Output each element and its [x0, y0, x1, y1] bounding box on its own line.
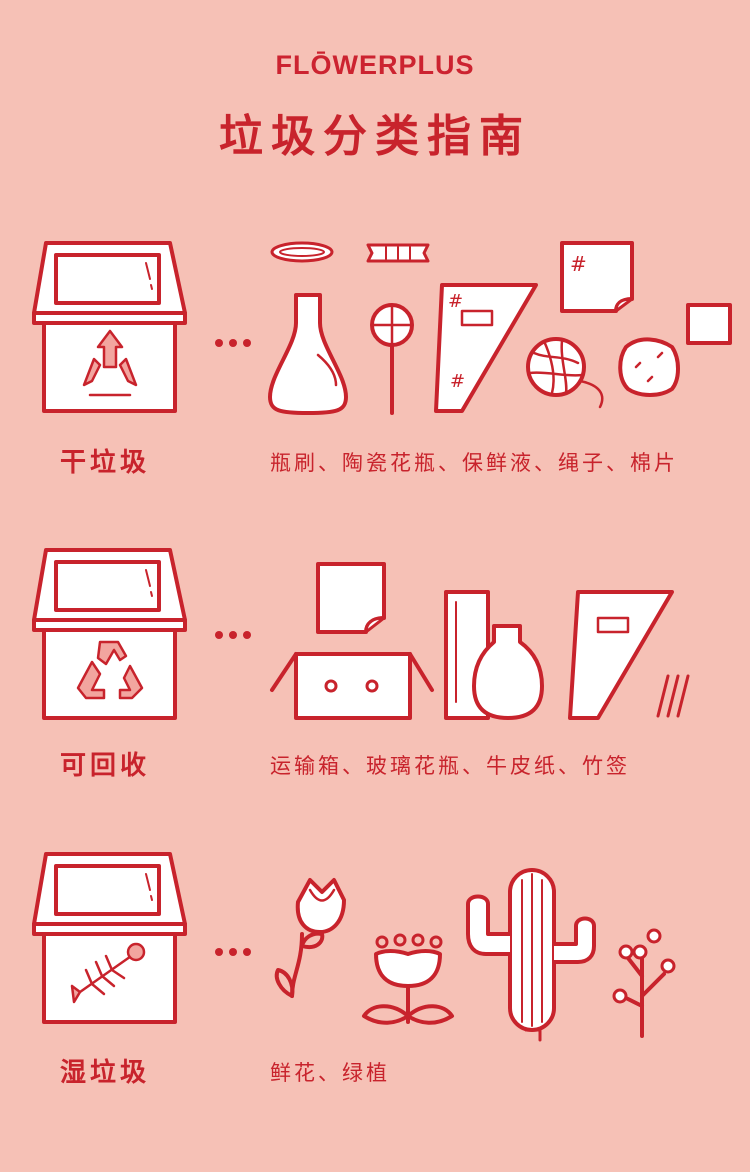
dry-waste-row: # # # — [0, 235, 750, 445]
square-pad-icon — [686, 303, 732, 345]
recycle-icon — [76, 640, 144, 700]
category-items: 运输箱、玻璃花瓶、牛皮纸、竹签 — [270, 754, 630, 778]
succulent-flower-icon — [362, 933, 454, 1025]
triangle-arrows-icon — [82, 329, 138, 397]
dry-waste-bin-icon — [32, 241, 187, 413]
recyclable-row — [0, 542, 750, 752]
brand-logo: FLŌWERPLUS — [275, 50, 475, 80]
paper-bag-icon — [568, 590, 674, 720]
shipping-box-icon — [294, 652, 412, 720]
cotton-pad-icon — [618, 337, 680, 397]
svg-text:#: # — [448, 291, 463, 312]
category-items: 瓶刷、陶瓷花瓶、保鲜液、绳子、棉片 — [270, 451, 678, 475]
ceramic-vase-icon — [268, 293, 348, 415]
ellipsis-icon — [215, 948, 251, 956]
category-label: 干垃圾 — [59, 448, 150, 478]
ellipsis-icon — [215, 339, 251, 347]
wet-waste-bin-icon — [32, 852, 187, 1024]
page-title: 垃圾分类指南 — [219, 111, 531, 162]
wet-waste-row — [0, 846, 750, 1056]
ellipsis-icon — [215, 631, 251, 639]
category-label: 湿垃圾 — [59, 1058, 150, 1088]
cactus-icon — [466, 868, 596, 1042]
rubber-band-icon — [270, 241, 334, 263]
bamboo-skewer-icon — [656, 674, 690, 718]
svg-text:#: # — [570, 252, 587, 276]
fish-bone-icon — [70, 942, 146, 1004]
recyclable-bin-icon — [32, 548, 187, 720]
svg-text:#: # — [450, 371, 465, 392]
category-items: 鲜花、绿植 — [270, 1061, 390, 1085]
berry-branch-icon — [612, 928, 676, 1038]
rose-flower-icon — [274, 878, 346, 998]
glass-vase-round-icon — [472, 624, 544, 720]
yarn-ball-icon — [526, 337, 586, 397]
category-label: 可回收 — [59, 751, 150, 781]
